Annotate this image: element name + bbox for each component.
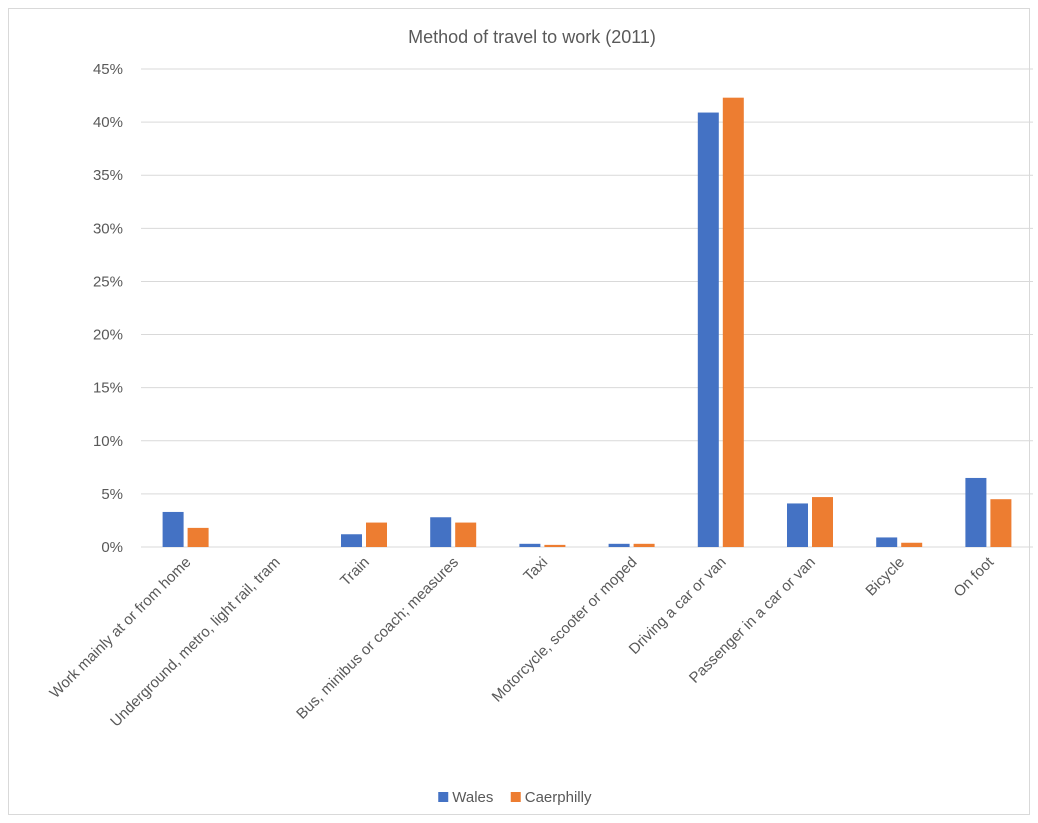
bar-wales xyxy=(430,517,452,547)
y-tick-label: 0% xyxy=(101,539,123,556)
legend-swatch-caerphilly xyxy=(510,792,521,802)
bar-wales xyxy=(697,112,719,547)
y-tick-label: 25% xyxy=(93,273,123,290)
y-tick-label: 5% xyxy=(101,486,123,503)
bar-caerphilly xyxy=(990,499,1012,547)
legend-swatch-wales xyxy=(438,792,449,802)
x-tick-label: Work mainly at or from home xyxy=(46,554,194,702)
bar-caerphilly xyxy=(544,544,566,547)
y-axis-ticks: 0% 5% 10% 15% 20% 25% 30% 35% 40% 45% xyxy=(93,61,123,556)
y-tick-label: 40% xyxy=(93,114,123,131)
bar-caerphilly xyxy=(633,543,655,547)
legend-label-wales: Wales xyxy=(452,789,493,806)
bar-caerphilly xyxy=(722,97,744,548)
bar-caerphilly xyxy=(812,497,833,547)
y-tick-label: 20% xyxy=(93,327,123,344)
bars xyxy=(162,97,1012,548)
x-tick-label: Taxi xyxy=(520,554,551,585)
y-tick-label: 30% xyxy=(93,220,123,237)
bar-wales xyxy=(341,534,362,547)
bar-wales xyxy=(965,477,987,547)
y-tick-label: 10% xyxy=(93,433,123,450)
bar-caerphilly xyxy=(901,542,923,547)
x-tick-label: Bicycle xyxy=(862,554,908,600)
bar-wales xyxy=(787,503,808,547)
x-tick-label: Train xyxy=(337,554,373,590)
bar-wales xyxy=(608,543,630,547)
bar-wales xyxy=(162,511,184,547)
bar-caerphilly xyxy=(366,522,387,547)
bar-wales xyxy=(876,537,898,547)
x-tick-label: Motorcycle, scooter or moped xyxy=(489,554,641,706)
chart-title: Method of travel to work (2011) xyxy=(408,27,656,47)
y-tick-label: 35% xyxy=(93,167,123,184)
bar-caerphilly xyxy=(455,522,477,547)
x-tick-label: Driving a car or van xyxy=(626,554,730,658)
x-tick-label: Bus, minibus or coach; measures xyxy=(293,554,462,723)
x-axis-labels: Work mainly at or from homeUnderground, … xyxy=(46,553,997,730)
bar-wales xyxy=(519,543,541,547)
bar-caerphilly xyxy=(187,527,209,547)
legend: Wales Caerphilly xyxy=(438,789,592,806)
y-tick-label: 15% xyxy=(93,380,123,397)
legend-label-caerphilly: Caerphilly xyxy=(525,789,592,806)
y-tick-label: 45% xyxy=(93,61,123,78)
x-tick-label: On foot xyxy=(950,553,997,600)
x-tick-label: Underground, metro, light rail, tram xyxy=(107,554,284,731)
gridlines xyxy=(141,68,1033,548)
chart-frame xyxy=(8,8,1030,815)
